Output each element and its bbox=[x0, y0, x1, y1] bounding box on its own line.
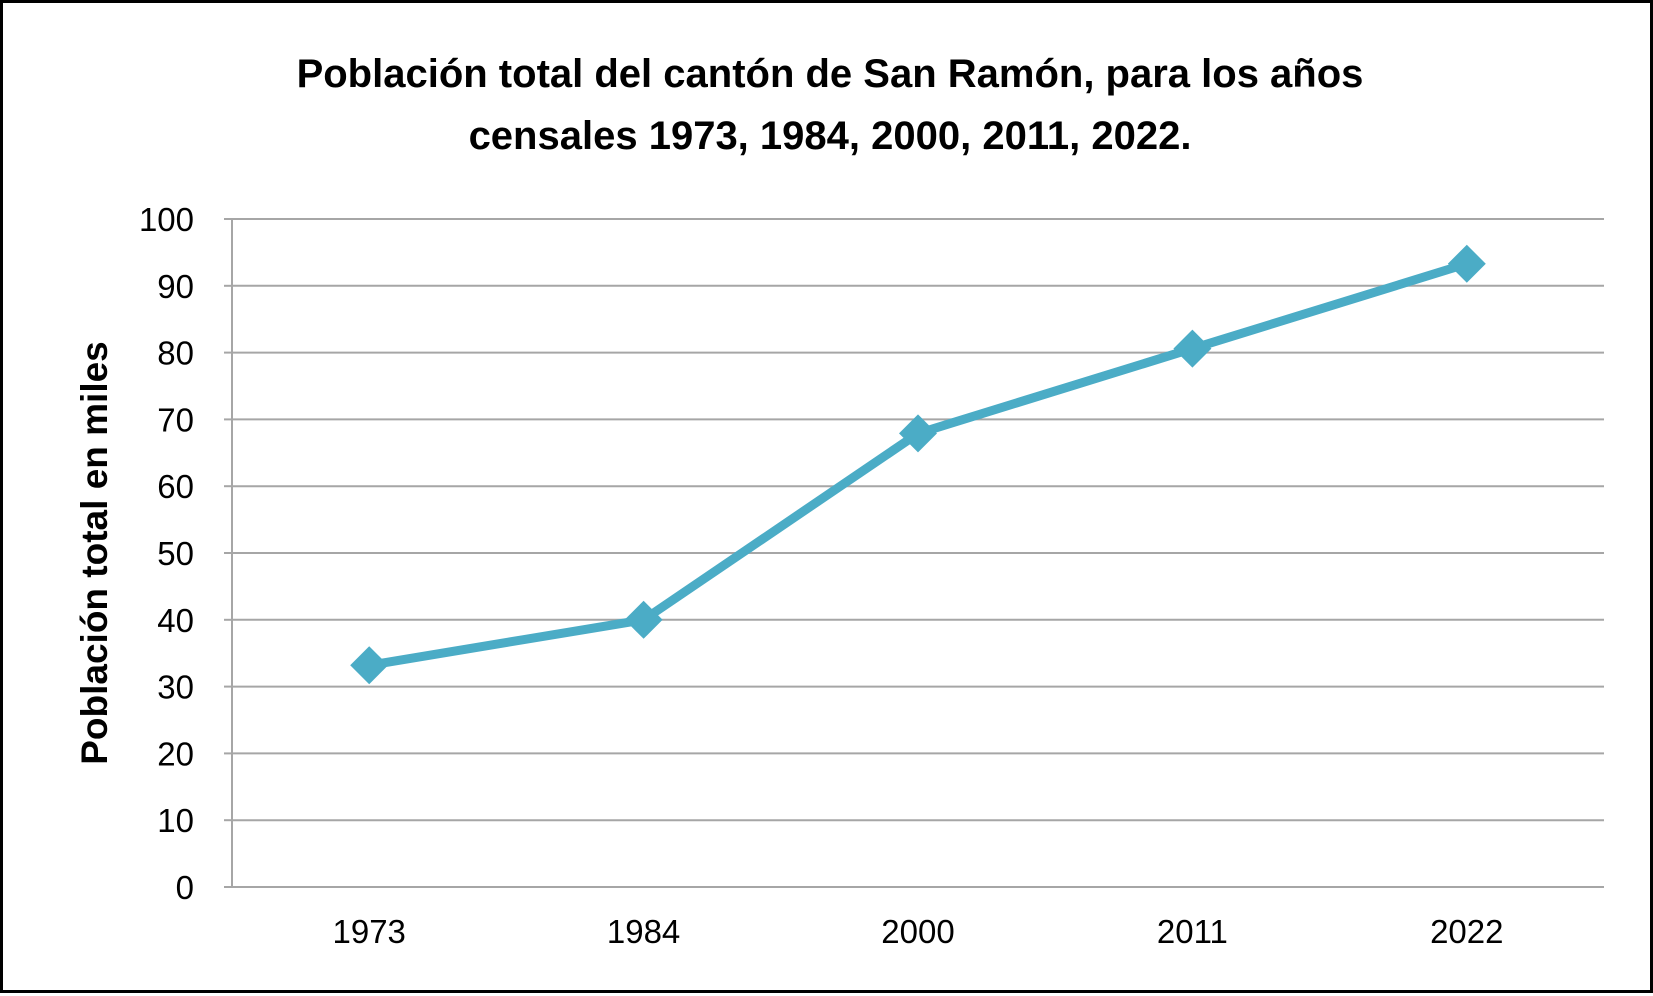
y-tick-label: 60 bbox=[157, 468, 194, 505]
x-tick-label: 2011 bbox=[1157, 913, 1228, 950]
data-point-marker bbox=[1173, 329, 1212, 368]
x-tick-labels: 1973 1984 2000 2011 2022 bbox=[332, 913, 1503, 950]
y-tick-label: 40 bbox=[157, 602, 194, 639]
line-chart: Población total del cantón de San Ramón,… bbox=[74, 52, 1604, 950]
x-tick-label: 1973 bbox=[332, 913, 405, 950]
series-line bbox=[368, 259, 1469, 670]
y-tick-label: 80 bbox=[157, 335, 194, 372]
x-tick-label: 1984 bbox=[607, 913, 680, 950]
axes bbox=[224, 218, 1604, 888]
x-tick-label: 2022 bbox=[1430, 913, 1503, 950]
series bbox=[350, 244, 1486, 685]
y-tick-label: 50 bbox=[157, 535, 194, 572]
data-point-marker bbox=[899, 414, 937, 453]
gridlines bbox=[232, 218, 1604, 822]
y-axis-label: Población total en miles bbox=[74, 341, 115, 765]
y-tick-label: 100 bbox=[139, 201, 194, 238]
chart-title-line-2: censales 1973, 1984, 2000, 2011, 2022. bbox=[469, 114, 1192, 158]
y-tick-label: 90 bbox=[157, 268, 194, 305]
y-tick-labels: 0 10 20 30 40 50 60 70 80 90 100 bbox=[139, 201, 194, 906]
x-tick-label: 2000 bbox=[881, 913, 954, 950]
y-tick-label: 10 bbox=[157, 802, 194, 839]
chart-title-line-1: Población total del cantón de San Ramón,… bbox=[297, 52, 1364, 96]
y-tick-label: 20 bbox=[157, 735, 194, 772]
data-point-marker bbox=[350, 646, 389, 685]
data-point-marker bbox=[624, 600, 663, 639]
data-point-marker bbox=[1447, 244, 1486, 283]
y-tick-label: 30 bbox=[157, 669, 194, 706]
y-tick-label: 0 bbox=[176, 869, 194, 906]
y-tick-label: 70 bbox=[157, 401, 194, 438]
